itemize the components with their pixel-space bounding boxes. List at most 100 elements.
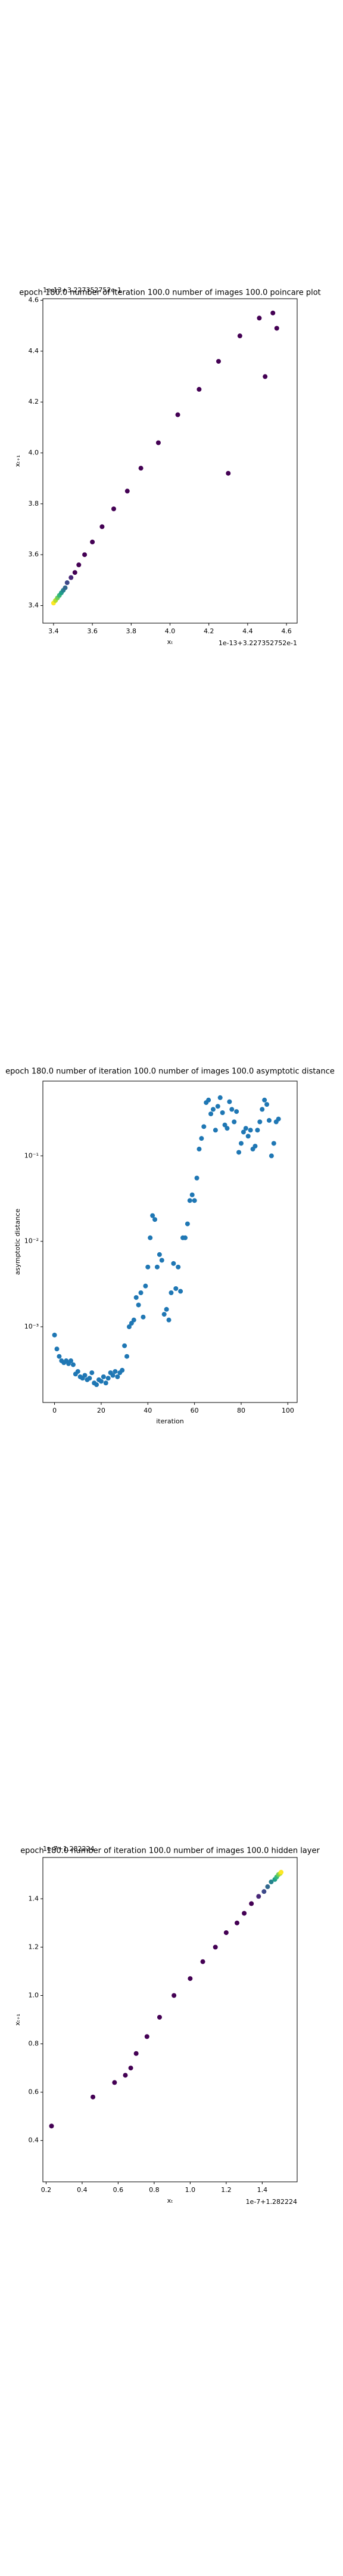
y-tick-label: 4.0 [29,449,39,457]
point [182,1235,188,1240]
point [164,1306,169,1312]
point [176,1264,181,1270]
point [175,412,180,417]
point [101,1374,106,1379]
point [269,1879,274,1884]
point [91,2094,96,2100]
y-tick-label: 4.2 [29,398,39,405]
point [270,310,276,315]
point [169,1290,174,1295]
x-tick-label: 0.4 [77,2186,88,2194]
x-tick-label: 0.2 [41,2186,52,2194]
point [145,1264,151,1270]
point [274,326,279,331]
point [262,1097,267,1103]
y-tick-label: 10⁻³ [24,1323,39,1330]
point [120,1367,125,1373]
point [82,552,88,558]
point [124,488,130,494]
y-tick-label: 3.4 [29,602,39,609]
point [234,1109,239,1114]
point [157,1252,162,1257]
point [248,1128,253,1133]
y-axis-label: asymptotic distance [14,1209,21,1275]
y-tick-label: 1.0 [29,1991,39,1999]
y-tick-label: 4.6 [29,296,39,304]
point [82,1373,88,1378]
point [148,1235,153,1240]
point [87,1376,92,1381]
point [173,1286,179,1291]
point [187,1198,192,1203]
point [222,1122,227,1128]
point [197,386,202,392]
point [276,1116,281,1122]
point [266,1117,272,1123]
y-tick-label: 0.8 [29,2040,39,2048]
point [185,1221,190,1227]
x-tick-label: 0 [52,1407,57,1414]
x-tick-label: 80 [237,1407,245,1414]
x-tick-label: 1.2 [221,2186,232,2194]
x-tick-label: 4.2 [204,627,214,635]
x-axis-label: xₜ [167,2197,173,2205]
x-tick-label: 0.6 [113,2186,124,2194]
chart-title: epoch 180.0 number of iteration 100.0 nu… [5,1067,335,1076]
x-tick-label: 40 [144,1407,152,1414]
point [217,1095,223,1100]
point [144,2034,149,2039]
point [89,1370,95,1376]
point [229,1107,235,1112]
point [269,1153,274,1159]
point [110,1373,116,1378]
point [279,1869,284,1875]
point [194,1175,199,1181]
point [150,1213,155,1218]
point [265,1884,270,1890]
offset-text: 1e-13+3.227352752e-1 [219,639,297,647]
point [216,358,221,364]
point [197,1147,202,1152]
y-tick-label: 3.8 [29,500,39,507]
point [213,1945,218,1950]
point [76,562,82,568]
point [159,1258,164,1263]
point [70,1362,76,1367]
x-tick-label: 4.0 [165,627,176,635]
point [63,585,68,590]
point [72,570,77,575]
point [201,1124,207,1129]
axes-frame [42,298,298,624]
point [54,1346,60,1352]
point [52,1332,57,1337]
x-tick-label: 0.8 [149,2186,160,2194]
point [157,2014,162,2020]
point [261,1889,267,1894]
point [155,440,161,445]
point [238,1141,244,1146]
offset-text: 1e-13+3.227352752e-1 [43,286,121,294]
point [143,1283,148,1289]
point [131,1317,136,1323]
y-axis-label: xₜ₊₁ [14,2014,21,2026]
point [199,1136,204,1141]
point [213,1128,218,1133]
point [232,1119,237,1125]
point [256,1894,261,1899]
point [200,1959,205,1964]
offset-text: 1e-7+1.282224 [246,2198,297,2206]
point [227,1099,232,1104]
y-tick-label: 10⁻² [24,1237,39,1245]
point [49,2123,54,2129]
x-tick-label: 60 [191,1407,199,1414]
point [112,2080,117,2085]
y-tick-label: 1.2 [29,1943,39,1950]
point [105,1376,111,1381]
point [64,580,70,586]
point [249,1901,254,1906]
point [226,470,231,476]
y-tick-label: 0.6 [29,2088,39,2096]
point [136,1302,141,1308]
